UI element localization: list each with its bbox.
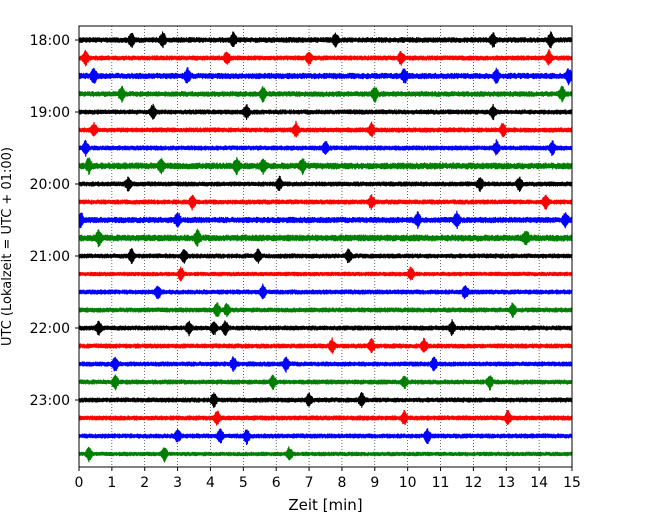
trace-line (78, 210, 573, 230)
x-tick-label: 9 (370, 475, 379, 491)
trace-line (78, 48, 573, 67)
trace-line (78, 139, 573, 157)
trace-line (78, 409, 573, 426)
y-tick-label: 21:00 (30, 249, 70, 265)
seismic-traces (78, 31, 573, 463)
trace-line (78, 283, 573, 300)
trace-line (78, 103, 573, 121)
x-tick-label: 13 (497, 475, 515, 491)
y-tick-label: 22:00 (30, 321, 70, 337)
y-axis-ticks: 18:00 19:00 20:00 21:00 22:00 23:00 (30, 33, 79, 409)
x-axis-label: Zeit [min] (288, 496, 362, 514)
x-tick-label: 14 (530, 475, 548, 491)
trace-line (78, 157, 573, 176)
trace-line (78, 374, 573, 391)
trace-line (78, 85, 573, 103)
trace-line (78, 356, 573, 373)
x-tick-label: 6 (272, 475, 281, 491)
x-tick-label: 1 (107, 475, 116, 491)
trace-line (78, 247, 573, 265)
x-axis-ticks: 0 1 2 3 4 5 6 7 8 9 10 11 12 13 14 15 (75, 467, 581, 491)
trace-line (78, 67, 573, 86)
trace-line (78, 266, 573, 282)
trace-line (78, 302, 573, 318)
x-tick-label: 0 (75, 475, 84, 491)
x-tick-label: 11 (432, 475, 450, 491)
trace-line (78, 194, 573, 211)
trace-line (78, 228, 573, 248)
x-tick-label: 2 (140, 475, 149, 491)
trace-line (78, 175, 573, 193)
y-tick-label: 23:00 (30, 393, 70, 409)
x-tick-label: 4 (206, 475, 215, 491)
x-tick-label: 5 (239, 475, 248, 491)
y-axis-label: UTC (Lokalzeit = UTC + 01:00) (0, 147, 15, 346)
x-tick-label: 15 (563, 475, 581, 491)
x-tick-label: 7 (305, 475, 314, 491)
x-tick-label: 8 (337, 475, 346, 491)
plot-frame (78, 25, 573, 468)
trace-line (78, 319, 573, 337)
trace-line (78, 337, 573, 354)
y-tick-label: 18:00 (30, 33, 70, 49)
trace-line (78, 446, 573, 463)
trace-line (78, 428, 573, 446)
trace-line (78, 31, 573, 49)
trace-line (78, 120, 573, 138)
y-tick-label: 20:00 (30, 177, 70, 193)
x-tick-label: 12 (464, 475, 482, 491)
trace-line (78, 391, 573, 408)
x-tick-label: 10 (399, 475, 417, 491)
y-tick-label: 19:00 (30, 105, 70, 121)
x-tick-label: 3 (173, 475, 182, 491)
